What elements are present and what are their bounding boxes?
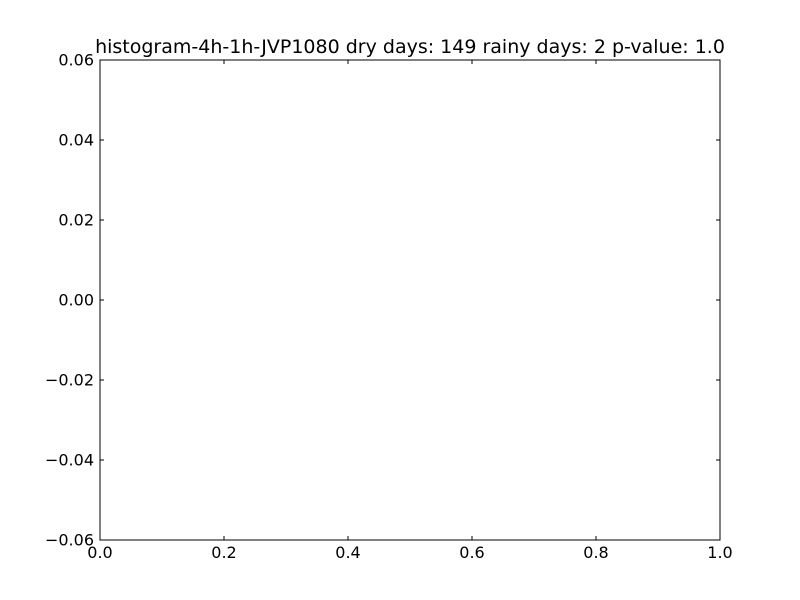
y-axis-ticks: 0.06 0.04 0.02 0.00 −0.02 −0.04 −0.06	[45, 51, 720, 550]
y-tick-label: −0.02	[45, 371, 94, 390]
x-tick-label: 0.8	[583, 543, 608, 562]
x-tick-label: 0.0	[87, 543, 112, 562]
y-tick-label: 0.04	[58, 131, 94, 150]
y-tick-label: 0.06	[58, 51, 94, 70]
y-tick-label: −0.04	[45, 451, 94, 470]
chart-title: histogram-4h-1h-JVP1080 dry days: 149 ra…	[95, 36, 725, 58]
x-axis-ticks: 0.0 0.2 0.4 0.6 0.8 1.0	[87, 60, 733, 562]
x-tick-label: 0.4	[335, 543, 360, 562]
x-tick-label: 1.0	[707, 543, 732, 562]
y-tick-label: −0.06	[45, 531, 94, 550]
plot-area	[99, 59, 721, 541]
x-tick-label: 0.6	[459, 543, 484, 562]
y-tick-label: 0.02	[58, 211, 94, 230]
x-tick-label: 0.2	[211, 543, 236, 562]
y-tick-label: 0.00	[58, 291, 94, 310]
